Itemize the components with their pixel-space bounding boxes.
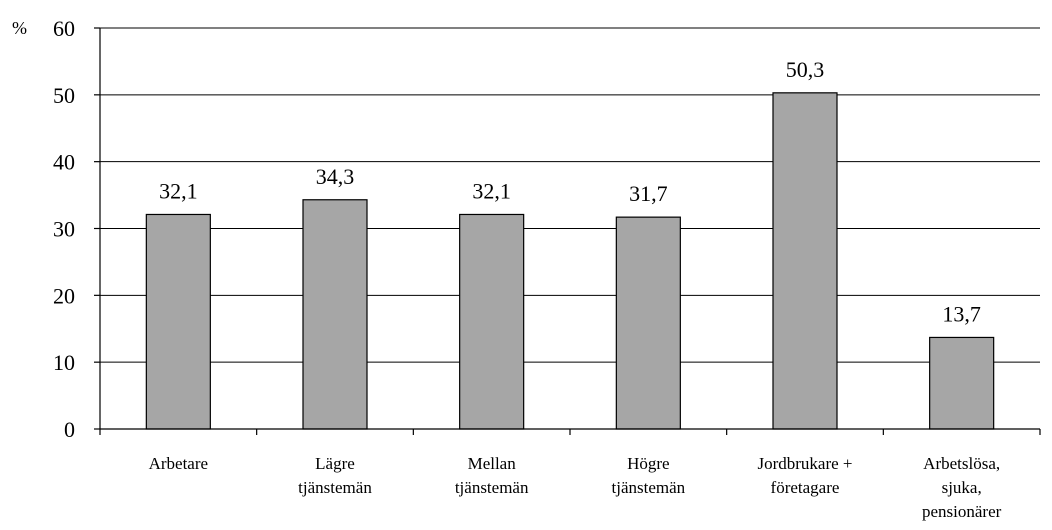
data-labels: 32,1 34,3 32,1 31,7 50,3 13,7 [159, 57, 981, 327]
category-label: Högre tjänstemän [612, 454, 686, 497]
bar [145, 213, 211, 430]
y-tick-label: 20 [53, 283, 75, 308]
category-label: Arbetare [149, 454, 208, 473]
category-label: Lägre tjänstemän [298, 454, 372, 497]
category-label: Mellan tjänstemän [455, 454, 529, 497]
axes [99, 28, 1041, 435]
y-axis-unit-label: % [12, 18, 27, 38]
y-tick-label: 10 [53, 350, 75, 375]
x-axis-labels: Arbetare Lägre tjänstemän Mellan tjänstemän H… [149, 454, 1002, 521]
y-tick-label: 60 [53, 16, 75, 41]
y-tick-label: 30 [53, 217, 75, 242]
bar [615, 216, 681, 430]
category-label: Jordbrukare + företagare [757, 454, 852, 497]
bar [772, 92, 838, 430]
bar [302, 199, 368, 430]
y-tick-label: 50 [53, 83, 75, 108]
data-label: 13,7 [942, 301, 981, 326]
y-tick-label: 0 [64, 417, 75, 442]
y-axis-ticks: 0 10 20 30 40 50 60 [53, 16, 100, 442]
category-label: Arbetslösa, sjuka, pensionärer [922, 454, 1002, 521]
bar [929, 336, 995, 430]
y-tick-label: 40 [53, 150, 75, 175]
bar [459, 213, 525, 430]
data-label: 31,7 [629, 181, 668, 206]
data-label: 32,1 [472, 178, 511, 203]
data-label: 34,3 [316, 164, 355, 189]
gridlines [100, 27, 1040, 363]
data-label: 32,1 [159, 178, 198, 203]
data-label: 50,3 [786, 57, 825, 82]
bar-series [145, 92, 995, 430]
